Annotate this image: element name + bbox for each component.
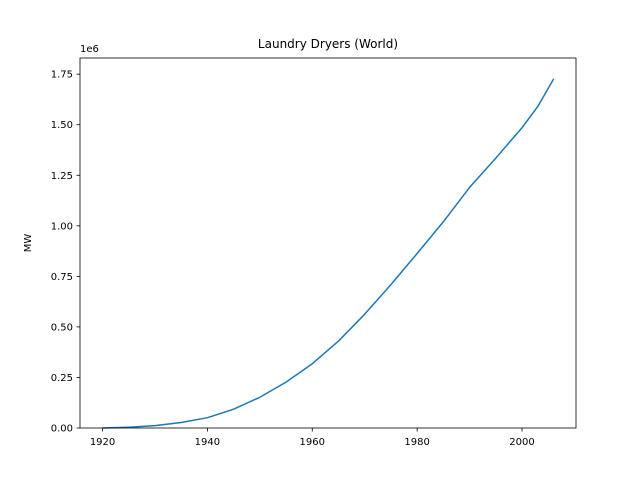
x-tick-label: 1980 (404, 437, 429, 448)
y-tick-label: 0.25 (51, 373, 73, 384)
y-tick-label: 1.25 (51, 171, 73, 182)
series-line (101, 78, 555, 429)
y-tick-label: 0.75 (51, 272, 73, 283)
x-tick-label: 1920 (90, 437, 115, 448)
y-tick-label: 0.50 (51, 322, 73, 333)
x-tick-label: 1960 (300, 437, 325, 448)
y-offset-label: 1e6 (80, 44, 99, 55)
y-tick-label: 1.50 (51, 120, 73, 131)
series-layer (101, 78, 555, 429)
y-axis-label: MW (23, 234, 34, 253)
y-tick-label: 1.00 (51, 221, 73, 232)
x-tick-label: 1940 (195, 437, 220, 448)
x-tick-label: 2000 (509, 437, 534, 448)
y-tick-label: 0.00 (51, 424, 73, 435)
plot-frame (79, 57, 577, 429)
axis-ticks: 1920 1940 1960 1980 2000 0.00 0.25 0.50 0.75 1.00… (51, 70, 535, 448)
y-tick-label: 1.75 (51, 70, 73, 81)
chart-title: Laundry Dryers (World) (258, 37, 398, 51)
